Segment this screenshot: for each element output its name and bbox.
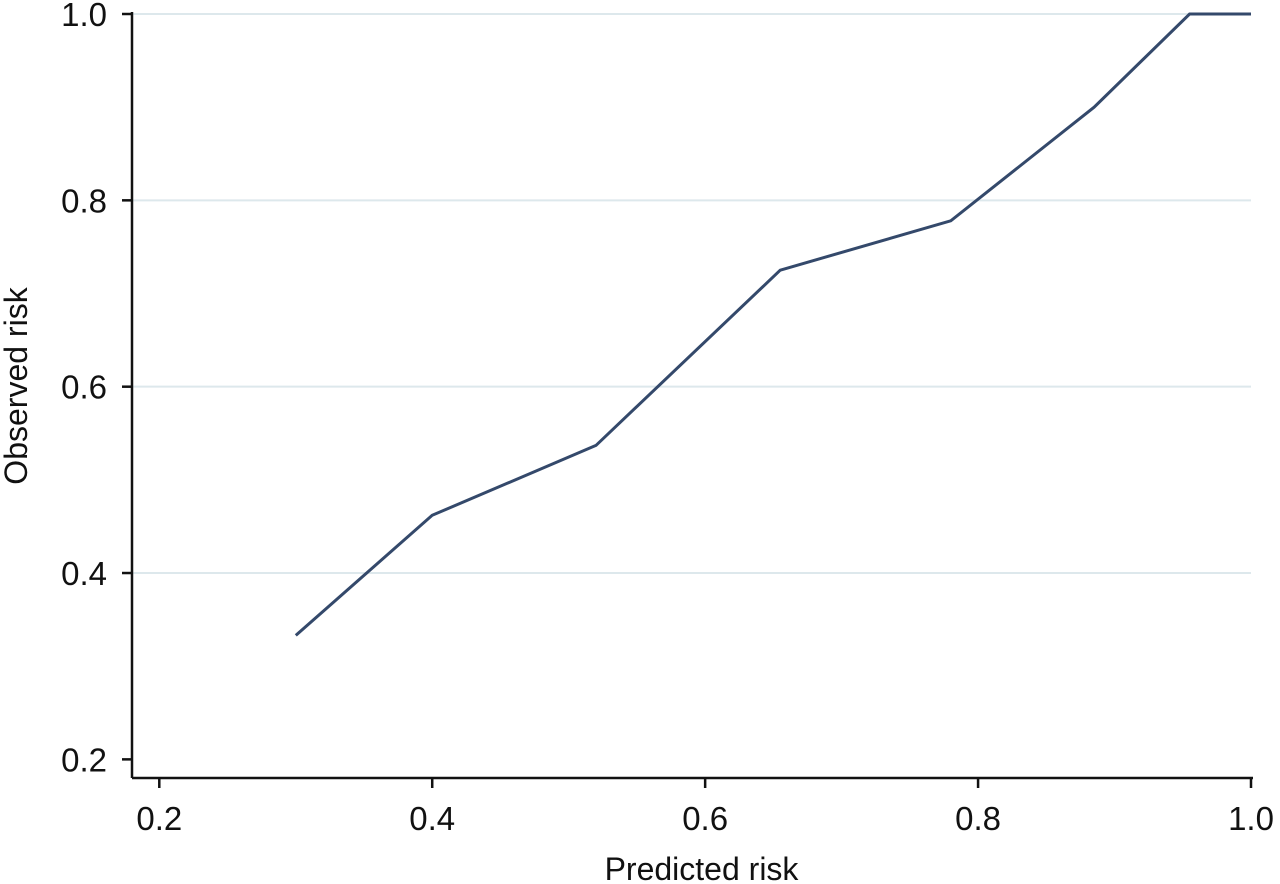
y-axis-ticks: 0.2 0.4 0.6 0.8 1.0 [61,0,132,778]
x-tick-label: 0.8 [955,800,1001,837]
x-tick-label: 0.6 [682,800,728,837]
y-tick-label: 1.0 [61,0,107,33]
y-tick-label: 0.2 [61,741,107,778]
x-tick-label: 1.0 [1228,800,1274,837]
x-tick-label: 0.2 [136,800,182,837]
series-line [294,12,1251,637]
gridlines [132,13,1251,575]
x-axis-ticks: 0.2 0.4 0.6 0.8 1.0 [136,778,1274,837]
y-tick-label: 0.4 [61,555,107,592]
y-axis-title: Observed risk [0,286,34,484]
y-tick-label: 0.8 [61,182,107,219]
y-tick-label: 0.6 [61,369,107,406]
axes [130,12,1253,780]
x-axis-title: Predicted risk [605,851,800,884]
x-tick-label: 0.4 [409,800,455,837]
series [294,12,1251,637]
